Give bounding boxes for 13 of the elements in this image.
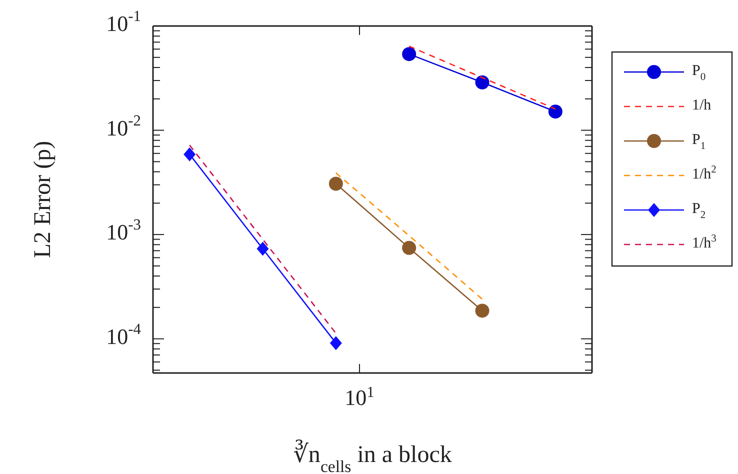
y-tick-label: 10$^{-3}$ [106, 216, 142, 245]
legend-label: P$_{2}$ [692, 201, 706, 221]
legend-label: 1/h$^{2}$ [692, 164, 716, 183]
legend-label: 1/h$^{3}$ [692, 233, 716, 252]
y-axis-title: L2 Error (p) [30, 140, 56, 258]
text: 10$^{1}$ [344, 384, 374, 410]
legend-label: 1/h [692, 98, 712, 114]
x-axis-title: ∛n$_{cells}$ in a block [293, 439, 452, 474]
legend-label: P$_{0}$ [692, 63, 706, 83]
y-tick-label: 10$^{-4}$ [106, 320, 142, 349]
legend-label: P$_{1}$ [692, 132, 706, 152]
y-tick-label: 10$^{-2}$ [106, 112, 141, 140]
y-tick-label: 10$^{-1}$ [106, 8, 141, 36]
